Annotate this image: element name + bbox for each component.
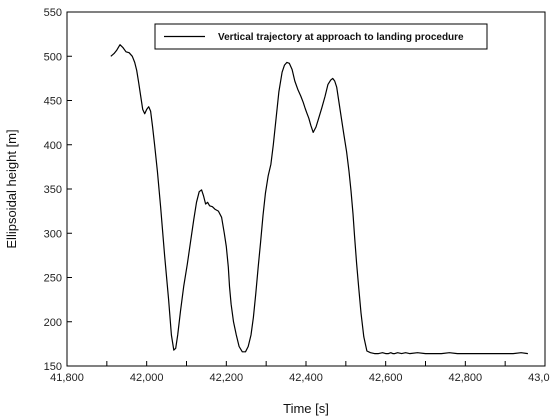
x-tick-label: 43,000 bbox=[528, 372, 550, 384]
x-tick-label: 42,800 bbox=[449, 372, 483, 384]
y-tick-label: 450 bbox=[44, 96, 62, 108]
plot-area bbox=[66, 11, 546, 367]
y-tick-label: 250 bbox=[44, 273, 62, 285]
x-tick-label: 41,800 bbox=[50, 372, 84, 384]
x-tick-label: 42,600 bbox=[369, 372, 403, 384]
y-tick-label: 150 bbox=[44, 361, 62, 373]
y-tick-label: 300 bbox=[44, 228, 62, 240]
y-tick-label: 550 bbox=[44, 7, 62, 19]
series-layer bbox=[110, 44, 528, 355]
x-axis-label: Time [s] bbox=[283, 401, 329, 416]
x-axis: 41,800 42,000 42,200 42,400 42,600 42,800 43,0… bbox=[50, 361, 550, 384]
series-line-vertical-trajectory bbox=[110, 44, 528, 355]
y-tick-label: 400 bbox=[44, 140, 62, 152]
x-tick-label: 42,200 bbox=[210, 372, 244, 384]
legend-box bbox=[154, 23, 488, 50]
x-tick-label: 42,400 bbox=[289, 372, 323, 384]
y-axis: 150 200 250 300 350 400 450 500 550 bbox=[44, 7, 72, 373]
y-axis-label: Ellipsoidal height [m] bbox=[4, 129, 19, 248]
y-tick-label: 500 bbox=[44, 51, 62, 63]
legend: Vertical trajectory at approach to landi… bbox=[154, 23, 488, 50]
x-tick-label: 42,000 bbox=[130, 372, 164, 384]
y-tick-label: 350 bbox=[44, 184, 62, 196]
legend-entry-label: Vertical trajectory at approach to landi… bbox=[218, 32, 464, 43]
y-tick-label: 200 bbox=[44, 317, 62, 329]
